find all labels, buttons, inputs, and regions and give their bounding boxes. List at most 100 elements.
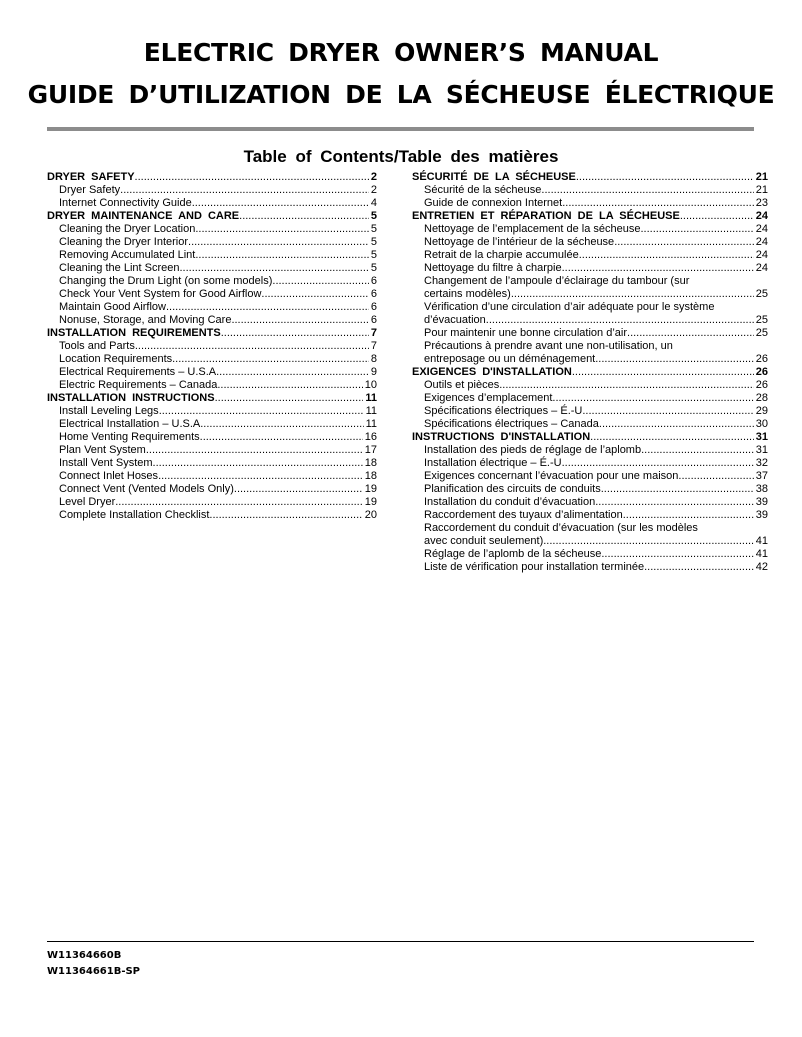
toc-entry[interactable]: Connect Inlet Hoses 18 [47,470,377,483]
toc-page-number: 41 [755,535,768,547]
toc-entry[interactable]: Nettoyage du filtre à charpie 24 [412,262,768,275]
dot-leader [627,327,754,340]
toc-entry[interactable]: Guide de connexion Internet 23 [412,197,768,210]
toc-entry[interactable]: Retrait de la charpie accumulée 24 [412,249,768,262]
dot-leader [680,210,754,223]
toc-entry[interactable]: Exigences d’emplacement 28 [412,392,768,405]
toc-entry[interactable]: Tools and Parts 7 [47,340,377,353]
toc-page-number: 5 [370,249,377,261]
toc-entry[interactable]: Install Vent System 18 [47,457,377,470]
toc-entry[interactable]: Exigences concernant l’évacuation pour u… [412,470,768,483]
toc-entry[interactable]: Level Dryer 19 [47,496,377,509]
dot-leader [215,392,364,405]
toc-entry-line: Précautions à prendre avant une non-util… [424,340,673,352]
toc-page-number: 11 [365,418,377,430]
toc-entry-title: avec conduit seulement) [424,535,544,547]
toc-page-number: 9 [370,366,377,378]
toc-entry-title: Installation électrique – É.-U. [424,457,565,469]
toc-section[interactable]: DRYER MAINTENANCE AND CARE 5 [47,210,377,223]
toc-section[interactable]: ENTRETIEN ET RÉPARATION DE LA SÉCHEUSE 24 [412,210,768,223]
toc-page-number: 29 [755,405,768,417]
dot-leader [209,509,362,522]
dot-leader [623,509,754,522]
toc-entry[interactable]: Raccordement des tuyaux d’alimentation 39 [412,509,768,522]
toc-entry[interactable]: Plan Vent System 17 [47,444,377,457]
dot-leader [188,236,369,249]
toc-entry[interactable]: Sécurité de la sécheuse 21 [412,184,768,197]
toc-entry[interactable]: Install Leveling Legs 11 [47,405,377,418]
toc-entry[interactable]: Spécifications électriques – É.-U. 29 [412,405,768,418]
toc-entry[interactable]: Internet Connectivity Guide 4 [47,197,377,210]
toc-entry-title: entreposage ou un déménagement [424,353,596,365]
toc-section[interactable]: INSTALLATION INSTRUCTIONS 11 [47,392,377,405]
toc-entry[interactable]: Planification des circuits de conduits 38 [412,483,768,496]
toc-entry[interactable]: Cleaning the Dryer Interior 5 [47,236,377,249]
dot-leader [579,249,754,262]
toc-page-number: 17 [364,444,377,456]
toc-section[interactable]: INSTALLATION REQUIREMENTS 7 [47,327,377,340]
toc-entry[interactable]: Removing Accumulated Lint 5 [47,249,377,262]
toc-entry[interactable]: Outils et pièces 26 [412,379,768,392]
toc-entry[interactable]: Connect Vent (Vented Models Only) 19 [47,483,377,496]
toc-entry[interactable]: entreposage ou un déménagement 26 [412,353,768,366]
toc-entry[interactable]: Installation électrique – É.-U. 32 [412,457,768,470]
toc-entry[interactable]: Location Requirements 8 [47,353,377,366]
toc-entry[interactable]: Installation du conduit d’évacuation 39 [412,496,768,509]
toc-section[interactable]: DRYER SAFETY 2 [47,171,377,184]
dot-leader [576,171,754,184]
toc-section[interactable]: SÉCURITÉ DE LA SÉCHEUSE 21 [412,171,768,184]
toc-entry[interactable]: Nettoyage de l’emplacement de la sécheus… [412,223,768,236]
toc-entry[interactable]: Cleaning the Dryer Location 5 [47,223,377,236]
toc-page-number: 5 [370,236,377,248]
toc-entry[interactable]: Electric Requirements – Canada 10 [47,379,377,392]
toc-section[interactable]: INSTRUCTIONS D'INSTALLATION 31 [412,431,768,444]
toc-entry-title: Cleaning the Lint Screen [59,262,180,274]
toc-entry-title: EXIGENCES D'INSTALLATION [412,366,572,378]
toc-entry[interactable]: d’évacuation 25 [412,314,768,327]
toc-entry-title: Removing Accumulated Lint [59,249,196,261]
toc-entry[interactable]: Complete Installation Checklist 20 [47,509,377,522]
toc-entry-title: Electrical Installation – U.S.A. [59,418,204,430]
toc-page-number: 11 [365,405,377,417]
toc-entry-title: INSTRUCTIONS D'INSTALLATION [412,431,591,443]
part-number-sp: W11364661B-SP [47,966,140,977]
dot-leader [486,314,754,327]
toc-entry[interactable]: Nonuse, Storage, and Moving Care 6 [47,314,377,327]
toc-page-number: 6 [370,301,377,313]
toc-entry[interactable]: Electrical Requirements – U.S.A. 9 [47,366,377,379]
toc-entry-title: DRYER SAFETY [47,171,135,183]
toc-page-number: 28 [755,392,768,404]
dot-leader [599,418,754,431]
toc-entry[interactable]: Installation des pieds de réglage de l’a… [412,444,768,457]
dot-leader [221,327,369,340]
toc-section[interactable]: EXIGENCES D'INSTALLATION 26 [412,366,768,379]
toc-entry[interactable]: Liste de vérification pour installation … [412,561,768,574]
toc-page-number: 31 [755,431,768,443]
toc-entry[interactable]: Pour maintenir une bonne circulation d’a… [412,327,768,340]
toc-entry[interactable]: certains modèles) 25 [412,288,768,301]
toc-entry-title: Tools and Parts [59,340,135,352]
toc-entry[interactable]: avec conduit seulement) 41 [412,535,768,548]
toc-entry-title: Cleaning the Dryer Location [59,223,196,235]
toc-entry[interactable]: Electrical Installation – U.S.A. 11 [47,418,377,431]
toc-entry[interactable]: Spécifications électriques – Canada 30 [412,418,768,431]
dot-leader [192,197,369,210]
toc-entry[interactable]: Home Venting Requirements 16 [47,431,377,444]
dot-leader [153,457,363,470]
dot-leader [135,171,369,184]
toc-page-number: 23 [755,197,768,209]
toc-entry-title: Réglage de l’aplomb de la sécheuse [424,548,602,560]
toc-entry[interactable]: Check Your Vent System for Good Airflow 6 [47,288,377,301]
toc-entry[interactable]: Maintain Good Airflow 6 [47,301,377,314]
toc-entry[interactable]: Cleaning the Lint Screen 5 [47,262,377,275]
toc-entry[interactable]: Changing the Drum Light (on some models)… [47,275,377,288]
dot-leader [146,444,363,457]
toc-entry[interactable]: Dryer Safety 2 [47,184,377,197]
toc-entry-title: SÉCURITÉ DE LA SÉCHEUSE [412,171,576,183]
toc-entry[interactable]: Réglage de l’aplomb de la sécheuse 41 [412,548,768,561]
toc-page-number: 11 [365,392,377,404]
toc-entry[interactable]: Nettoyage de l’intérieur de la sécheuse 2… [412,236,768,249]
dot-leader [272,275,368,288]
dot-leader [172,353,369,366]
toc-page-number: 19 [364,496,377,508]
